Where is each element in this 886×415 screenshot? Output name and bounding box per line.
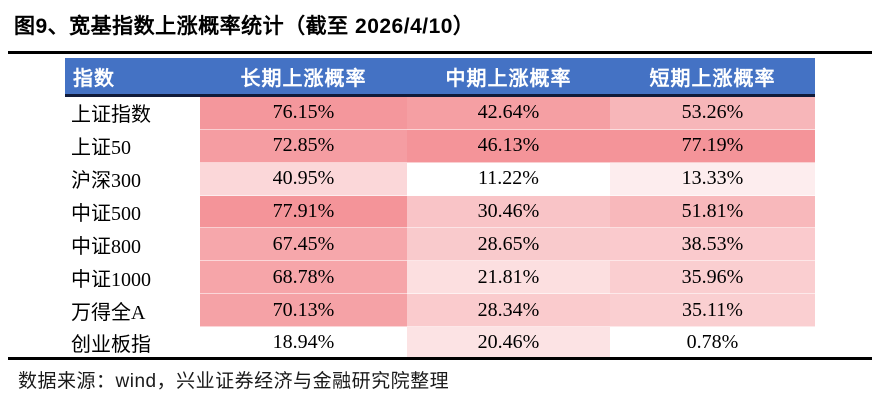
index-name-cell: 中证500 bbox=[65, 195, 200, 229]
probability-cell: 68.78% bbox=[200, 261, 407, 295]
table-row: 创业板指 18.94% 20.46% 0.78% bbox=[65, 327, 815, 360]
probability-table: 指数 长期上涨概率 中期上涨概率 短期上涨概率 上证指数 76.15% 42.64%… bbox=[65, 58, 815, 360]
table-header-row: 指数 长期上涨概率 中期上涨概率 短期上涨概率 bbox=[65, 58, 815, 97]
probability-cell: 20.46% bbox=[407, 327, 610, 360]
column-header-long-term: 长期上涨概率 bbox=[240, 67, 367, 90]
table-row: 中证800 67.45% 28.65% 38.53% bbox=[65, 228, 815, 262]
probability-cell: 51.81% bbox=[610, 195, 815, 229]
probability-cell: 13.33% bbox=[610, 162, 815, 196]
probability-cell: 67.45% bbox=[200, 228, 407, 262]
probability-cell: 77.91% bbox=[200, 195, 407, 229]
probability-cell: 35.96% bbox=[610, 261, 815, 295]
probability-cell: 0.78% bbox=[610, 327, 815, 360]
index-name-cell: 上证指数 bbox=[65, 97, 200, 130]
index-name-cell: 中证1000 bbox=[65, 261, 200, 295]
probability-cell: 70.13% bbox=[200, 294, 407, 328]
index-name-cell: 中证800 bbox=[65, 228, 200, 262]
column-header-index: 指数 bbox=[73, 67, 115, 90]
table-row: 上证指数 76.15% 42.64% 53.26% bbox=[65, 97, 815, 130]
probability-cell: 21.81% bbox=[407, 261, 610, 295]
top-rule bbox=[8, 51, 872, 54]
figure-title: 图9、宽基指数上涨概率统计（截至 2026/4/10） bbox=[14, 15, 475, 38]
table-row: 中证1000 68.78% 21.81% 35.96% bbox=[65, 261, 815, 295]
table-row: 万得全A 70.13% 28.34% 35.11% bbox=[65, 294, 815, 328]
table-row: 中证500 77.91% 30.46% 51.81% bbox=[65, 195, 815, 229]
index-name-cell: 上证50 bbox=[65, 129, 200, 163]
probability-cell: 35.11% bbox=[610, 294, 815, 328]
probability-cell: 76.15% bbox=[200, 97, 407, 130]
bottom-rule bbox=[8, 357, 872, 360]
column-header-mid-term: 中期上涨概率 bbox=[445, 67, 572, 90]
probability-cell: 11.22% bbox=[407, 162, 610, 196]
probability-cell: 30.46% bbox=[407, 195, 610, 229]
index-name-cell: 创业板指 bbox=[65, 327, 200, 360]
probability-cell: 42.64% bbox=[407, 97, 610, 130]
index-name-cell: 万得全A bbox=[65, 294, 200, 328]
table-row: 沪深300 40.95% 11.22% 13.33% bbox=[65, 162, 815, 196]
table-body: 上证指数 76.15% 42.64% 53.26% 上证50 72.85% 46.13% 77… bbox=[65, 97, 815, 360]
table-row: 上证50 72.85% 46.13% 77.19% bbox=[65, 129, 815, 163]
probability-cell: 28.34% bbox=[407, 294, 610, 328]
column-header-short-term: 短期上涨概率 bbox=[649, 67, 776, 90]
probability-cell: 28.65% bbox=[407, 228, 610, 262]
probability-cell: 53.26% bbox=[610, 97, 815, 130]
probability-cell: 40.95% bbox=[200, 162, 407, 196]
probability-cell: 77.19% bbox=[610, 129, 815, 163]
probability-cell: 46.13% bbox=[407, 129, 610, 163]
probability-cell: 38.53% bbox=[610, 228, 815, 262]
index-name-cell: 沪深300 bbox=[65, 162, 200, 196]
probability-cell: 18.94% bbox=[200, 327, 407, 360]
source-note: 数据来源：wind，兴业证券经济与金融研究院整理 bbox=[18, 371, 450, 392]
probability-cell: 72.85% bbox=[200, 129, 407, 163]
